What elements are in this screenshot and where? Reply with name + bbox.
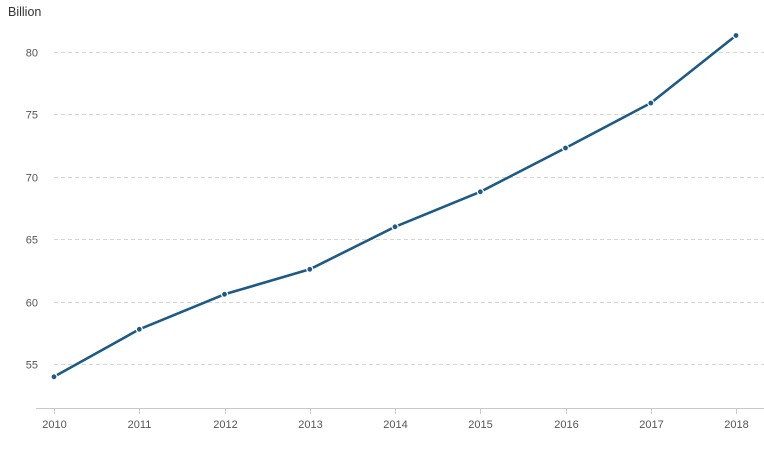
series-group [50, 31, 740, 381]
y-tick-label-80: 80 [26, 48, 38, 60]
x-tick-label-2018: 2018 [724, 419, 748, 431]
data-point-2015[interactable] [476, 188, 484, 196]
y-tick-label-60: 60 [26, 298, 38, 310]
data-point-2013[interactable] [306, 265, 314, 273]
y-axis-unit-label: Billion [8, 5, 41, 19]
x-tick-label-2010: 2010 [42, 419, 66, 431]
data-point-2016[interactable] [561, 144, 570, 152]
gridlines [54, 52, 764, 365]
data-point-2014[interactable] [391, 223, 399, 231]
data-point-2011[interactable] [135, 325, 143, 333]
x-tick-label-2011: 2011 [128, 419, 152, 431]
y-tick-label-65: 65 [26, 235, 38, 247]
data-point-2012[interactable] [220, 290, 229, 298]
x-tick-label-2012: 2012 [213, 419, 237, 431]
y-tick-label-55: 55 [26, 360, 38, 372]
x-tick-label-2013: 2013 [298, 419, 322, 431]
x-tick-label-2017: 2017 [639, 419, 663, 431]
data-point-2017[interactable] [647, 99, 655, 107]
y-tick-label-70: 70 [26, 173, 38, 185]
x-tick-label-2015: 2015 [468, 419, 492, 431]
x-axis [36, 408, 764, 414]
x-tick-label-2016: 2016 [554, 419, 578, 431]
y-tick-label-75: 75 [26, 110, 38, 122]
series-line-0 [52, 34, 738, 379]
x-axis-tick-labels: 2010 2011 2012 2013 2014 2015 2016 2017 2018 [42, 419, 748, 431]
x-tick-label-2014: 2014 [383, 419, 407, 431]
data-point-2018[interactable] [732, 31, 740, 40]
data-point-2010[interactable] [50, 373, 58, 381]
y-axis-tick-labels: 55 60 65 70 75 80 [26, 48, 38, 372]
